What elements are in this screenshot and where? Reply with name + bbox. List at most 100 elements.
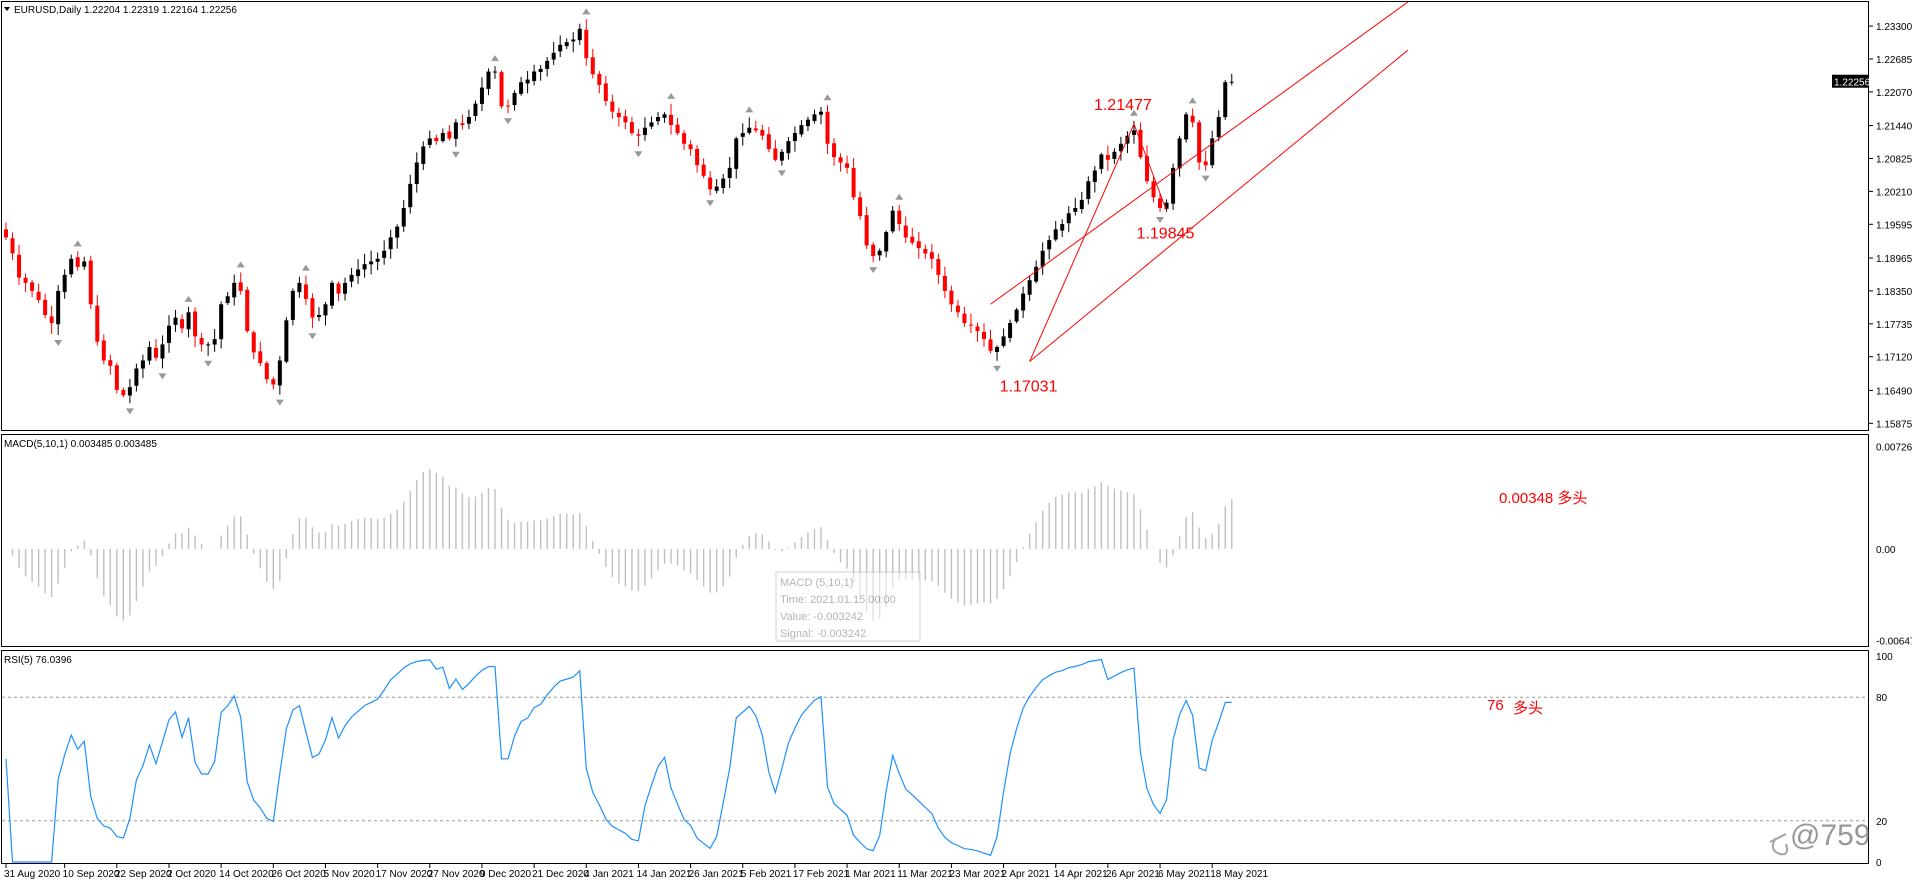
- candle-body: [1060, 224, 1065, 231]
- fractal-up-icon: [73, 240, 82, 247]
- candle-body: [1112, 151, 1117, 159]
- candle-body: [323, 304, 328, 316]
- candle-body: [167, 325, 171, 343]
- x-tick-label: 1 Mar 2021: [845, 869, 896, 880]
- candle-body: [1158, 198, 1163, 208]
- candle-body: [714, 186, 719, 191]
- candle-body: [356, 269, 361, 277]
- candle-body: [1014, 309, 1019, 322]
- price-panel-frame: [1, 1, 1869, 431]
- rsi-line: [5, 658, 1232, 863]
- x-tick-label: 14 Jan 2021: [636, 869, 691, 880]
- candle-body: [962, 313, 967, 323]
- fractal-up-icon: [491, 55, 499, 62]
- candle-body: [382, 250, 387, 258]
- candle-body: [995, 347, 1000, 352]
- candle-body: [414, 162, 419, 185]
- candle-body: [955, 305, 960, 313]
- price-tick-label: 1.17120: [1876, 353, 1912, 364]
- candle-body: [884, 232, 889, 252]
- candle-body: [434, 137, 439, 142]
- candle-body: [232, 282, 237, 298]
- candle-body: [284, 320, 289, 362]
- rsi-note-text: 多头: [1513, 700, 1543, 717]
- candle-body: [69, 258, 74, 275]
- candle-body: [75, 257, 80, 267]
- candle-body: [1053, 229, 1058, 240]
- candle-body: [219, 304, 224, 340]
- chevron-down-icon[interactable]: [4, 7, 10, 11]
- fractal-up-icon: [582, 8, 591, 15]
- candle-body: [838, 157, 843, 163]
- rsi-tick-label: 80: [1876, 693, 1888, 704]
- x-tick-label: 14 Oct 2020: [219, 869, 274, 880]
- candle-body: [460, 123, 465, 126]
- x-tick-label: 4 Jan 2021: [584, 869, 634, 880]
- candle-body: [1040, 250, 1045, 267]
- price-tick-label: 1.15875: [1876, 419, 1912, 430]
- macd-note: 0.00348 多头: [1499, 490, 1587, 507]
- x-tick-label: 17 Feb 2021: [793, 869, 850, 880]
- candle-body: [349, 274, 354, 282]
- candle-body: [1145, 156, 1149, 182]
- candle-body: [538, 68, 543, 73]
- candle-body: [153, 347, 158, 358]
- candle-body: [1105, 155, 1110, 160]
- candle-body: [408, 183, 413, 208]
- candle-body: [877, 250, 882, 256]
- candle-body: [766, 134, 771, 150]
- price-tick-label: 1.16490: [1876, 386, 1912, 397]
- x-tick-label: 22 Sep 2020: [115, 869, 172, 880]
- fractal-down-icon: [125, 408, 134, 415]
- candle-body: [1008, 323, 1013, 338]
- fractal-down-icon: [869, 267, 878, 274]
- candle-body: [832, 143, 837, 158]
- candle-body: [95, 305, 100, 342]
- candle-body: [1138, 129, 1143, 158]
- candle-body: [1171, 167, 1176, 204]
- price-tick-label: 1.20210: [1876, 187, 1912, 198]
- watermark-logo-icon: [1769, 833, 1789, 856]
- fractal-up-icon: [895, 193, 904, 200]
- candle-body: [330, 282, 334, 306]
- candle-body: [616, 112, 621, 118]
- fractal-down-icon: [777, 170, 786, 177]
- candle-body: [375, 258, 380, 262]
- last-price-box: [1832, 74, 1868, 88]
- x-tick-label: 17 Nov 2020: [376, 869, 433, 880]
- candle-body: [4, 229, 8, 238]
- price-candles-layer: 1.21477 1.19845 1.17031: [4, 1, 1409, 415]
- candle-body: [17, 254, 22, 278]
- candle-body: [525, 79, 530, 84]
- candle-body: [1223, 82, 1228, 118]
- price-annotation: 1.21477: [1094, 97, 1152, 114]
- candle-body: [512, 92, 517, 106]
- candle-body: [427, 138, 432, 145]
- candle-body: [792, 133, 797, 141]
- candle-body: [1184, 114, 1189, 140]
- candle-body: [871, 244, 876, 257]
- candle-body: [193, 311, 198, 337]
- candle-body: [316, 314, 321, 317]
- candle-body: [264, 363, 269, 380]
- candle-body: [493, 71, 497, 73]
- candle-body: [1092, 170, 1097, 183]
- candle-body: [271, 379, 276, 385]
- candle-body: [1066, 213, 1071, 224]
- candle-body: [682, 133, 687, 144]
- candle-body: [1190, 115, 1195, 123]
- fractal-up-icon: [745, 106, 754, 113]
- fractal-up-icon: [301, 264, 310, 271]
- fractal-down-icon: [504, 118, 513, 125]
- candle-body: [858, 197, 863, 216]
- price-tick-label: 1.18350: [1876, 287, 1912, 298]
- candle-body: [1001, 336, 1006, 346]
- price-tick-label: 1.23300: [1876, 22, 1912, 33]
- candle-body: [277, 360, 282, 386]
- x-tick-label: 27 Nov 2020: [428, 869, 485, 880]
- candle-body: [199, 337, 204, 345]
- candle-body: [603, 83, 608, 101]
- candle-body: [864, 215, 869, 246]
- x-tick-label: 11 Mar 2021: [897, 869, 953, 880]
